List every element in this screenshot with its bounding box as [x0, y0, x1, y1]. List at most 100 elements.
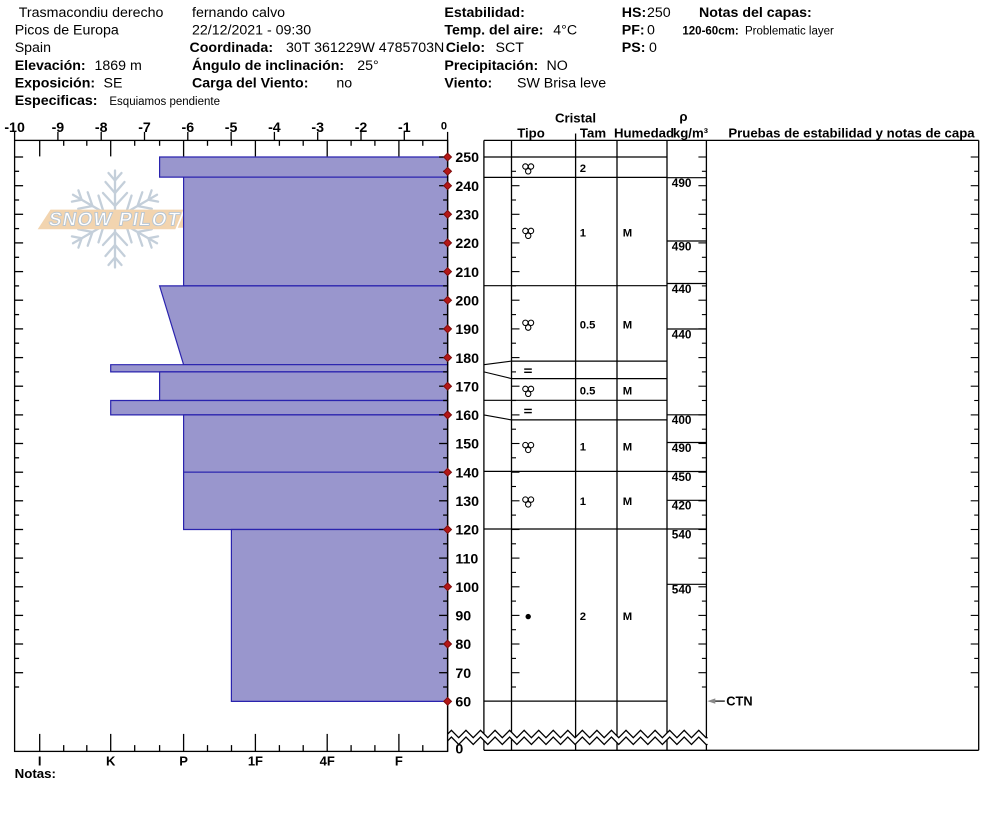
svg-text:Exposición:: Exposición:	[15, 75, 95, 91]
svg-text:Tipo: Tipo	[517, 126, 545, 141]
svg-text:0: 0	[649, 40, 657, 56]
svg-text:SW Brisa leve: SW Brisa leve	[517, 75, 606, 91]
svg-text:M: M	[623, 319, 632, 331]
svg-text:240: 240	[455, 179, 479, 195]
svg-text:F: F	[395, 753, 403, 768]
svg-text:NO: NO	[547, 58, 568, 74]
svg-text:80: 80	[455, 637, 471, 653]
svg-text:Problematic layer: Problematic layer	[745, 26, 834, 38]
svg-text:440: 440	[672, 282, 692, 296]
svg-text:450: 450	[672, 470, 692, 484]
svg-text:M: M	[623, 386, 632, 398]
svg-text:0.5: 0.5	[580, 319, 596, 331]
svg-text:Especificas:: Especificas:	[15, 93, 98, 109]
svg-text:Viento:: Viento:	[444, 75, 492, 91]
svg-text:kg/m³: kg/m³	[673, 126, 709, 141]
svg-text:540: 540	[672, 583, 692, 597]
svg-text:250: 250	[647, 5, 671, 21]
svg-text:Temp. del aire:: Temp. del aire:	[444, 23, 543, 39]
svg-text:M: M	[623, 496, 632, 508]
svg-text:70: 70	[455, 666, 471, 682]
svg-text:-3: -3	[311, 120, 324, 136]
svg-text:1: 1	[580, 496, 586, 508]
svg-text:180: 180	[455, 351, 479, 367]
svg-text:-7: -7	[138, 120, 151, 136]
svg-text:440: 440	[672, 327, 692, 341]
svg-text:Carga del Viento:: Carga del Viento:	[192, 75, 308, 91]
svg-text:100: 100	[455, 580, 479, 596]
svg-text:2: 2	[580, 611, 586, 623]
svg-text:170: 170	[455, 379, 479, 395]
svg-text:PF:: PF:	[622, 23, 645, 39]
svg-text:160: 160	[455, 408, 479, 424]
svg-text:M: M	[623, 611, 632, 623]
svg-text:Notas del capas:: Notas del capas:	[699, 5, 812, 21]
svg-text:Tam: Tam	[580, 126, 606, 141]
svg-text:400: 400	[672, 413, 692, 427]
svg-text:490: 490	[672, 441, 692, 455]
svg-text:210: 210	[455, 265, 479, 281]
svg-text:30T 361229W 4785703N: 30T 361229W 4785703N	[286, 40, 444, 56]
svg-text:Trasmacondiu derecho: Trasmacondiu derecho	[19, 5, 164, 21]
svg-text:0: 0	[441, 121, 447, 133]
svg-text:Humedad: Humedad	[614, 126, 674, 141]
svg-text:250: 250	[455, 150, 479, 166]
svg-text:90: 90	[455, 609, 471, 625]
svg-text:Elevación:: Elevación:	[15, 58, 86, 74]
svg-text:M: M	[623, 442, 632, 454]
svg-text:1F: 1F	[248, 753, 263, 768]
svg-text:60: 60	[455, 695, 471, 711]
svg-text:M: M	[623, 228, 632, 240]
svg-text:K: K	[106, 753, 116, 768]
svg-text:110: 110	[455, 551, 478, 567]
svg-text:Picos de Europa: Picos de Europa	[15, 23, 119, 39]
svg-text:Pruebas de estabilidad y notas: Pruebas de estabilidad y notas de capa	[728, 126, 975, 141]
svg-text:220: 220	[455, 236, 479, 252]
svg-text:SNOW PILOT: SNOW PILOT	[47, 210, 182, 231]
svg-text:-2: -2	[355, 120, 368, 136]
svg-text:120-60cm:: 120-60cm:	[682, 26, 738, 38]
svg-text:Estabilidad:: Estabilidad:	[444, 5, 524, 21]
svg-text:CTN: CTN	[726, 694, 752, 709]
svg-text:490: 490	[672, 239, 692, 253]
svg-text:ρ: ρ	[679, 109, 687, 124]
svg-text:190: 190	[455, 322, 479, 338]
svg-text:Cielo:: Cielo:	[446, 40, 485, 56]
svg-text:140: 140	[455, 465, 479, 481]
svg-text:-5: -5	[225, 120, 238, 136]
svg-text:1869 m: 1869 m	[95, 58, 142, 74]
svg-text:120: 120	[455, 523, 479, 539]
svg-text:Ángulo de inclinación:: Ángulo de inclinación:	[192, 57, 344, 74]
svg-text:490: 490	[672, 176, 692, 190]
svg-text:Esquiamos pendiente: Esquiamos pendiente	[109, 96, 220, 108]
svg-text:200: 200	[455, 293, 479, 309]
svg-text:HS:: HS:	[622, 5, 646, 21]
svg-text:230: 230	[455, 208, 479, 224]
svg-text:-8: -8	[95, 120, 108, 136]
svg-text:-1: -1	[398, 120, 411, 136]
svg-text:4F: 4F	[320, 753, 335, 768]
svg-text:P: P	[179, 753, 188, 768]
svg-text:Notas:: Notas:	[15, 766, 56, 781]
svg-text:25°: 25°	[357, 58, 378, 74]
svg-text:150: 150	[455, 437, 479, 453]
svg-text:1: 1	[580, 442, 586, 454]
svg-text:fernando calvo: fernando calvo	[192, 5, 285, 21]
svg-text:0: 0	[455, 742, 463, 758]
svg-text:-9: -9	[52, 120, 65, 136]
svg-text:22/12/2021 - 09:30: 22/12/2021 - 09:30	[192, 23, 311, 39]
svg-text:Precipitación:: Precipitación:	[444, 58, 538, 74]
svg-text:Cristal: Cristal	[555, 110, 596, 125]
svg-text:SE: SE	[104, 75, 123, 91]
svg-text:Spain: Spain	[15, 40, 51, 56]
svg-text:0: 0	[647, 23, 655, 39]
svg-text:-10: -10	[4, 120, 25, 136]
svg-text:-4: -4	[268, 120, 281, 136]
svg-text:-6: -6	[181, 120, 194, 136]
svg-text:540: 540	[672, 527, 692, 541]
svg-text:0.5: 0.5	[580, 386, 596, 398]
svg-text:1: 1	[580, 228, 586, 240]
svg-text:4°C: 4°C	[553, 23, 577, 39]
svg-text:PS:: PS:	[622, 40, 646, 56]
svg-text:130: 130	[455, 494, 479, 510]
